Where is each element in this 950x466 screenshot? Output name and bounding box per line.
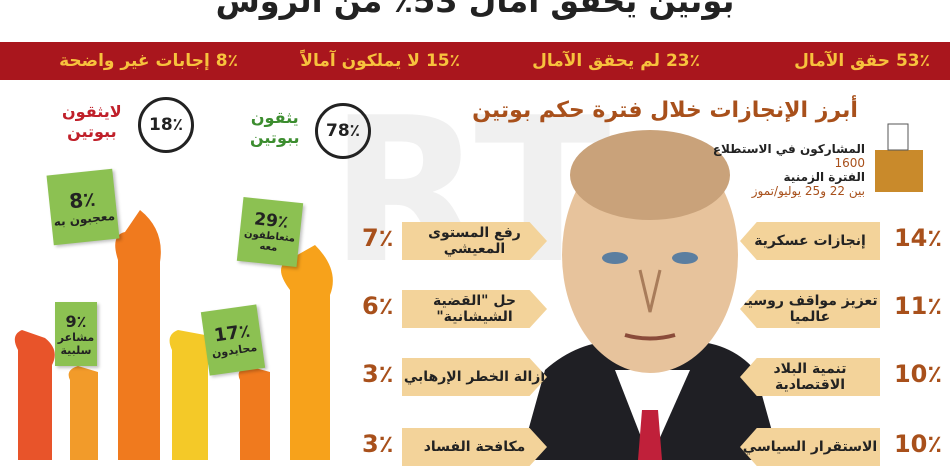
- hair: [570, 130, 730, 220]
- achievement-label: إنجازات عسكرية: [740, 222, 880, 260]
- achievement-label: مكافحة الفساد: [402, 428, 547, 466]
- hand: [169, 330, 211, 460]
- survey-value: 1600: [834, 156, 865, 170]
- tie: [638, 410, 662, 460]
- achievement-value: 3٪: [362, 430, 394, 458]
- hand: [281, 245, 333, 460]
- hope-label: حقق الآمال: [794, 51, 890, 71]
- hope-label: إجابات غير واضحة: [59, 51, 210, 71]
- hand: [68, 366, 98, 460]
- feeling-label: معجبون به: [52, 208, 116, 230]
- trust-circle: 18٪: [138, 97, 194, 153]
- achievement-value: 10٪: [893, 360, 942, 388]
- ballot: [887, 123, 909, 151]
- feeling-note: 17٪ محايدون: [200, 304, 266, 376]
- feeling-note: 8٪ معجبون به: [46, 168, 120, 246]
- trust-line: ببوتين: [67, 122, 117, 141]
- hope-label: لم يحقق الآمال: [532, 51, 660, 71]
- hope-label: لا يملكون آمالاً: [300, 51, 420, 71]
- hope-value: 8٪: [215, 51, 238, 71]
- feeling-label: مشاعر سلبية: [57, 330, 95, 357]
- survey-label: الفترة الزمنية: [783, 170, 865, 184]
- achievement-label: رفع المستوى المعيشي: [402, 222, 547, 260]
- hope-stat: 8٪ إجابات غير واضحة: [59, 48, 238, 74]
- trust-line: يثقون: [250, 108, 299, 127]
- achievement-value: 14٪: [893, 224, 942, 252]
- trust-line: لايثقون: [62, 102, 122, 121]
- hope-stat: 23٪ لم يحقق الآمال: [532, 48, 700, 74]
- achievement-value: 3٪: [362, 360, 394, 388]
- achievement-value: 7٪: [362, 224, 394, 252]
- hope-value: 23٪: [665, 51, 700, 71]
- hand: [115, 210, 161, 460]
- hopes-band: [0, 42, 950, 80]
- achievement-label: إزالة الخطر الإرهابي: [402, 358, 547, 396]
- nose: [638, 269, 662, 313]
- hope-value: 53٪: [895, 51, 930, 71]
- hope-stat: 15٪ لا يملكون آمالاً: [300, 48, 460, 74]
- hand: [14, 330, 55, 460]
- achievement-label: تعزيز مواقف روسيا عالميا: [740, 290, 880, 328]
- trust-label: لايثقون ببوتين: [62, 102, 122, 142]
- hope-value: 15٪: [425, 51, 460, 71]
- eye: [602, 252, 628, 264]
- feeling-label: متعاطفون معه: [243, 228, 296, 254]
- survey-info: المشاركون في الاستطلاع 1600 الفترة الزمن…: [713, 142, 865, 198]
- mouth: [624, 333, 676, 341]
- survey-label: المشاركون في الاستطلاع: [712, 142, 865, 156]
- achievement-value: 11٪: [893, 292, 942, 320]
- hope-stat: 53٪ حقق الآمال: [794, 48, 930, 74]
- ballot-box: [875, 150, 923, 192]
- feeling-note: 9٪ مشاعر سلبية: [55, 302, 97, 366]
- achievement-label: حل "القضية الشيشانية": [402, 290, 547, 328]
- survey-value: بين 22 و25 يوليو/تموز: [751, 184, 865, 198]
- title: بوتين يحقق آمال 53٪ من الروس: [215, 0, 735, 20]
- hand: [238, 366, 270, 460]
- feeling-value: 8٪: [68, 186, 97, 214]
- trust-label: يثقون ببوتين: [250, 108, 300, 148]
- feeling-note: 29٪ متعاطفون معه: [236, 197, 304, 267]
- achievement-value: 10٪: [893, 430, 942, 458]
- achievement-label: تنمية البلاد الاقتصادية: [740, 358, 880, 396]
- trust-line: ببوتين: [250, 128, 300, 147]
- feeling-value: 9٪: [65, 311, 87, 331]
- achievements-title: أبرز الإنجازات خلال فترة حكم بوتين: [472, 98, 858, 123]
- achievement-label: الاستقرار السياسي: [740, 428, 880, 466]
- eye: [672, 252, 698, 264]
- trust-circle: 78٪: [315, 103, 371, 159]
- achievement-value: 6٪: [362, 292, 394, 320]
